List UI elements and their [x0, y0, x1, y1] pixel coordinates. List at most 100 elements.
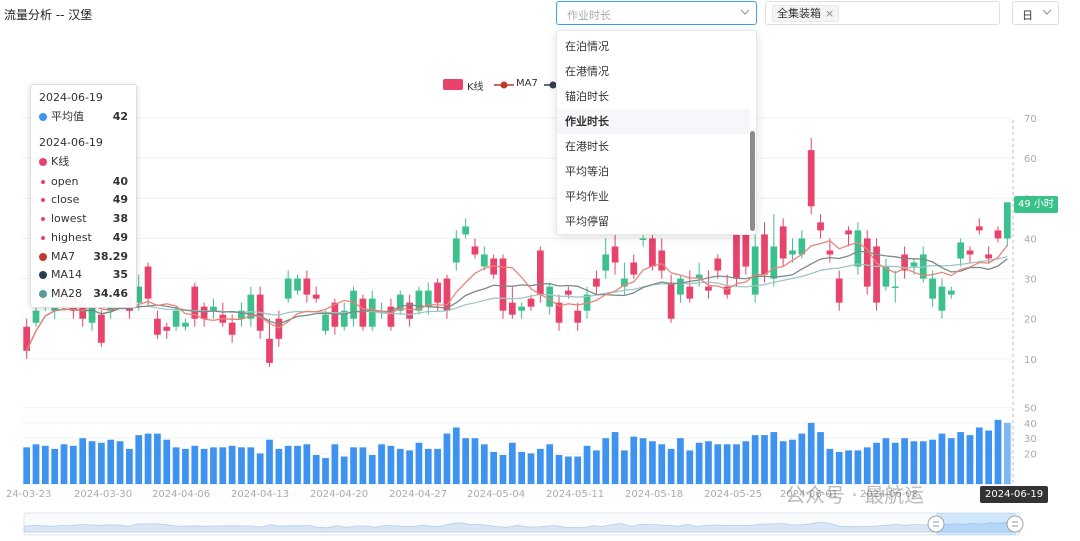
dropdown-option[interactable]: 锚泊时长 [565, 90, 609, 103]
candle-body [238, 310, 245, 319]
volume-bar [70, 445, 77, 484]
tooltip-row-value: 40 [112, 175, 128, 188]
legend-ma7-label[interactable]: MA7 [516, 78, 538, 89]
period-select[interactable]: 日 [1012, 1, 1059, 25]
candle-body [779, 226, 787, 259]
candle-body [406, 302, 413, 319]
dropdown-option[interactable]: 平均等泊 [565, 165, 609, 178]
container-tag: 全集装箱 × [772, 5, 840, 22]
ma7-line [26, 239, 1008, 352]
x-tick-label: 2024-04-13 [231, 489, 289, 500]
volume-bar [751, 435, 759, 484]
volume-bar [312, 454, 320, 484]
volume-bar [555, 454, 563, 484]
candle-body [23, 326, 31, 351]
volume-bar [182, 448, 189, 484]
volume-bar [621, 450, 628, 484]
volume-bar [126, 448, 133, 484]
volume-bar [985, 430, 993, 484]
candle-body [574, 310, 582, 323]
candle-body [88, 306, 96, 323]
candle-body [200, 306, 208, 319]
candle-body [303, 278, 311, 295]
volume-bar [779, 441, 787, 484]
volume-bar [901, 438, 908, 484]
candle-body [368, 298, 376, 327]
tooltip-row-label: close [51, 193, 80, 206]
dropdown-scrollbar[interactable] [750, 131, 755, 231]
legend-ma14-swatch [544, 81, 556, 89]
ma14-line [26, 250, 1008, 352]
volume-bar [826, 448, 834, 484]
candle-body [938, 286, 946, 311]
volume-bar [602, 438, 610, 484]
candle-body [929, 278, 936, 299]
tag-close-icon[interactable]: × [825, 7, 835, 20]
volume-bar [527, 453, 535, 484]
volume-bar [705, 441, 712, 484]
dropdown-option[interactable]: 在港情况 [565, 65, 609, 78]
candle-body [536, 250, 544, 295]
candle-body [247, 294, 255, 319]
bullet-icon [41, 180, 45, 184]
candle-body [135, 286, 143, 303]
candle-body [639, 238, 647, 240]
volume-bar [807, 422, 815, 484]
tooltip-ma7-row: MA7 38.29 [39, 249, 128, 265]
topbar: 流量分析 -- 汉堡 作业时长 全集装箱 × 日 [0, 0, 1080, 28]
container-select[interactable]: 全集装箱 × [765, 1, 1000, 25]
legend-k-label[interactable]: K线 [467, 82, 484, 93]
dropdown-option[interactable]: 在港时长 [565, 140, 609, 153]
volume-bar [247, 447, 255, 484]
page-title: 流量分析 -- 汉堡 [4, 8, 93, 22]
metric-dropdown: 在泊情况 在港情况 锚泊时长 作业时长 在港时长 平均等泊 平均作业 平均停留 [556, 30, 757, 235]
volume-bar [116, 441, 124, 484]
volume-bar [359, 447, 367, 484]
volume-bar [1003, 422, 1011, 484]
candle-body [508, 302, 516, 315]
series-dot-icon [39, 113, 47, 121]
volume-bar [200, 448, 208, 484]
candle-body [891, 286, 899, 289]
volume-bar [135, 435, 143, 484]
volume-bar [275, 448, 283, 484]
candle-body [228, 322, 236, 335]
dropdown-option[interactable]: 在泊情况 [565, 40, 609, 53]
volume-bar [938, 433, 946, 484]
candle-body [789, 250, 796, 255]
x-tick-label: 2024-06-08 [860, 489, 918, 500]
x-tick-label: 2024-04-27 [389, 489, 447, 500]
candle-body [593, 278, 600, 287]
candle-body [901, 254, 908, 271]
series-dot-icon [39, 290, 47, 298]
candle-body [751, 246, 759, 295]
volume-bar [499, 454, 507, 484]
volume-bar [658, 444, 666, 484]
candle-body [863, 238, 871, 287]
tooltip-row-label: open [51, 175, 79, 188]
metric-select[interactable]: 作业时长 [556, 1, 757, 25]
volume-bar [228, 445, 236, 484]
volume-bar [686, 450, 694, 484]
volume-bar [845, 450, 852, 484]
candle-body [144, 266, 152, 299]
volume-bar [919, 441, 927, 484]
dropdown-option[interactable]: 平均作业 [565, 190, 609, 203]
zoom-handle [927, 515, 945, 533]
volume-bar [723, 444, 731, 484]
dropdown-option-selected[interactable]: 作业时长 [557, 109, 750, 134]
candle-body [434, 282, 441, 303]
x-tick-label: 2024-05-18 [625, 489, 683, 500]
dropdown-option[interactable]: 平均停留 [565, 215, 609, 228]
volume-bar [238, 447, 245, 484]
y-tick-label: 40 [1024, 234, 1037, 245]
candle-body [210, 306, 217, 311]
candle-body [284, 278, 292, 299]
tooltip-k-row: K线 [39, 154, 128, 170]
volume-bar [966, 435, 974, 484]
candle-body [695, 274, 703, 279]
candle-body [817, 222, 824, 231]
tooltip-row-label: MA7 [51, 250, 76, 263]
candle-body [98, 314, 105, 343]
